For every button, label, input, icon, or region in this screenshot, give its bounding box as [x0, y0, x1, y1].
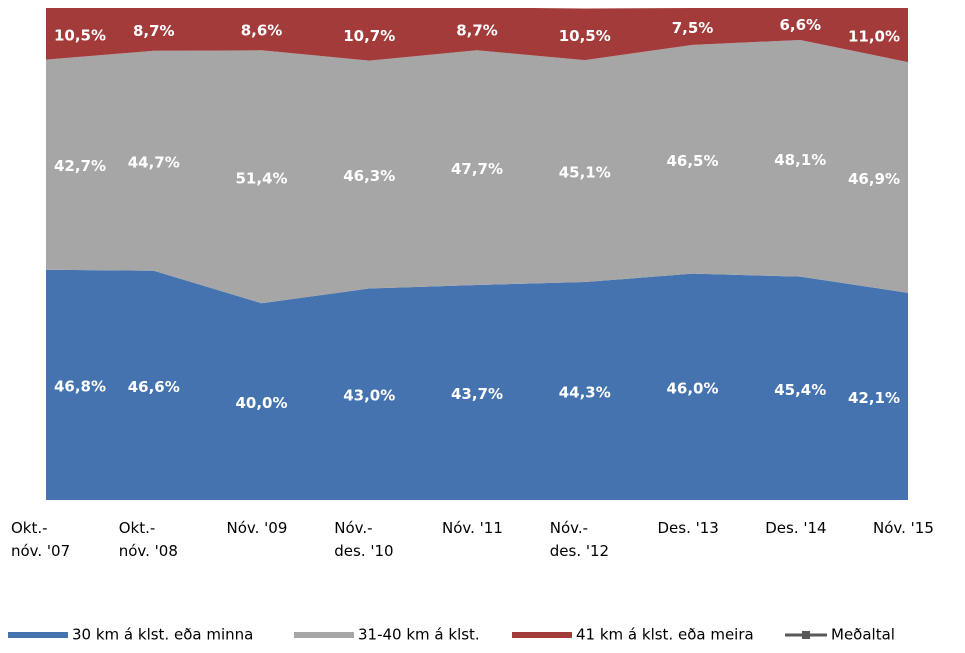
area — [46, 8, 908, 63]
value-label: 47,7% — [451, 160, 503, 178]
value-label: 46,0% — [666, 379, 718, 397]
value-label: 44,7% — [128, 153, 180, 171]
x-tick-label: Des. '13 — [657, 519, 719, 537]
legend-marker — [802, 631, 810, 639]
value-label: 6,6% — [779, 16, 821, 34]
x-tick-label: Des. '14 — [765, 519, 827, 537]
value-label: 46,3% — [343, 167, 395, 185]
value-label: 8,7% — [456, 21, 498, 39]
value-label: 11,0% — [848, 28, 900, 46]
value-label: 43,7% — [451, 385, 503, 403]
value-label: 45,4% — [774, 381, 826, 399]
value-label: 40,0% — [235, 394, 287, 412]
value-label: 42,7% — [54, 157, 106, 175]
legend-label: 31-40 km á klst. — [358, 626, 480, 644]
legend-swatch — [294, 632, 354, 638]
value-label: 10,5% — [559, 27, 611, 45]
value-label: 51,4% — [235, 169, 287, 187]
area — [46, 269, 908, 500]
x-tick-label: Nóv.- des. '10 — [334, 519, 394, 560]
x-tick-label: Nóv. '09 — [226, 519, 288, 537]
value-label: 8,7% — [133, 22, 175, 40]
legend-label: 30 km á klst. eða minna — [72, 626, 253, 644]
value-label: 10,5% — [54, 26, 106, 44]
legend-swatch — [512, 632, 572, 638]
value-label: 46,6% — [128, 378, 180, 396]
area — [46, 39, 908, 304]
value-label: 7,5% — [672, 19, 714, 37]
value-label: 46,8% — [54, 377, 106, 395]
value-label: 43,0% — [343, 387, 395, 405]
legend-label: 41 km á klst. eða meira — [576, 626, 754, 644]
value-label: 10,7% — [343, 27, 395, 45]
value-label: 45,1% — [559, 164, 611, 182]
legend-label: Meðaltal — [831, 626, 895, 644]
x-tick-label: Okt.- nóv. '08 — [118, 519, 178, 560]
value-label: 44,3% — [559, 384, 611, 402]
value-label: 48,1% — [774, 151, 826, 169]
legend-swatch — [8, 632, 68, 638]
value-label: 46,5% — [666, 152, 718, 170]
plot-area — [46, 8, 908, 500]
value-label: 8,6% — [241, 22, 283, 40]
value-label: 46,9% — [848, 170, 900, 188]
x-tick-label: Nóv. '11 — [442, 519, 503, 537]
x-tick-label: Nóv. '15 — [873, 519, 934, 537]
x-tick-label: Nóv.- des. '12 — [549, 519, 610, 560]
x-tick-label: Okt.- nóv. '07 — [11, 519, 71, 560]
value-label: 42,1% — [848, 389, 900, 407]
